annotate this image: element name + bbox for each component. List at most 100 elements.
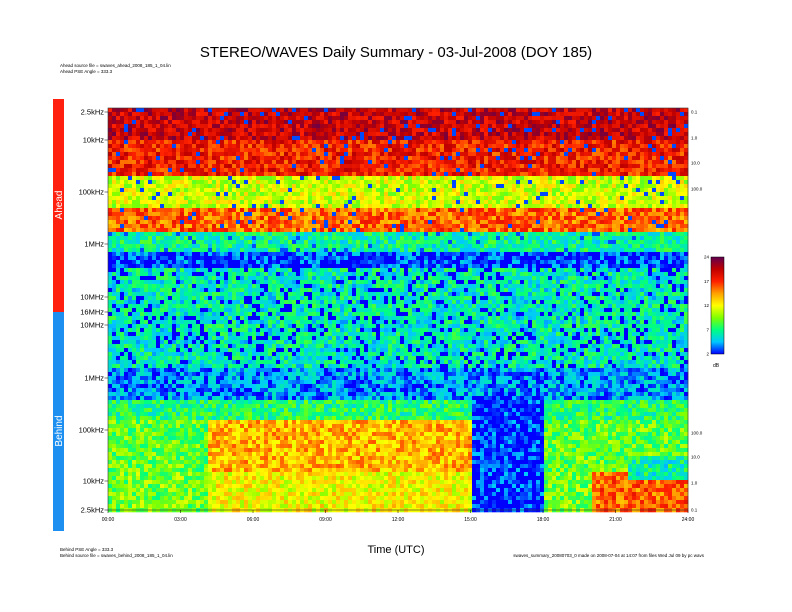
spectrogram-cell	[288, 392, 293, 397]
spectrogram-cell	[296, 392, 301, 397]
spectrogram-cell	[164, 184, 169, 189]
spectrogram-cell	[204, 232, 209, 237]
spectrogram-cell	[164, 352, 169, 357]
spectrogram-cell	[172, 292, 177, 297]
spectrogram-cell	[280, 452, 285, 457]
spectrogram-cell	[264, 444, 269, 449]
spectrogram-cell	[288, 284, 293, 289]
spectrogram-cell	[284, 236, 289, 241]
spectrogram-cell	[164, 272, 169, 277]
spectrogram-cell	[244, 316, 249, 321]
spectrogram-cell	[256, 168, 261, 173]
spectrogram-cell	[272, 144, 277, 149]
spectrogram-cell	[224, 160, 229, 165]
spectrogram-cell	[296, 148, 301, 153]
spectrogram-cell	[260, 392, 265, 397]
spectrogram-cell	[156, 452, 161, 457]
spectrogram-cell	[224, 476, 229, 481]
spectrogram-cell	[116, 240, 121, 245]
spectrogram-cell	[224, 436, 229, 441]
spectrogram-cell	[288, 468, 293, 473]
spectrogram-cell	[108, 328, 113, 333]
spectrogram-cell	[184, 408, 189, 413]
spectrogram-cell	[136, 504, 141, 509]
spectrogram-cell	[116, 448, 121, 453]
spectrogram-cell	[236, 408, 241, 413]
spectrogram-cell	[256, 304, 261, 309]
spectrogram-cell	[152, 348, 157, 353]
spectrogram-cell	[284, 308, 289, 313]
spectrogram-cell	[208, 480, 213, 485]
spectrogram-cell	[116, 484, 121, 489]
spectrogram-cell	[260, 420, 265, 425]
spectrogram-cell	[204, 212, 209, 217]
spectrogram-cell	[252, 432, 257, 437]
spectrogram-cell	[200, 184, 205, 189]
spectrogram-cell	[148, 344, 153, 349]
spectrogram-cell	[288, 200, 293, 205]
spectrogram-cell	[228, 476, 233, 481]
spectrogram-cell	[248, 368, 253, 373]
spectrogram-cell	[248, 380, 253, 385]
spectrogram-cell	[188, 284, 193, 289]
spectrogram-cell	[200, 144, 205, 149]
spectrogram-cell	[300, 324, 305, 329]
spectrogram-cell	[248, 124, 253, 129]
spectrogram-cell	[112, 348, 117, 353]
spectrogram-cell	[256, 160, 261, 165]
spectrogram-cell	[260, 148, 265, 153]
spectrogram-cell	[148, 296, 153, 301]
spectrogram-cell	[156, 436, 161, 441]
spectrogram-cell	[200, 244, 205, 249]
spectrogram-cell	[260, 476, 265, 481]
spectrogram-cell	[180, 356, 185, 361]
spectrogram-cell	[292, 360, 297, 365]
spectrogram-cell	[300, 332, 305, 337]
spectrogram-cell	[188, 232, 193, 237]
spectrogram-cell	[292, 256, 297, 261]
spectrogram-cell	[232, 500, 237, 505]
spectrogram-cell	[252, 340, 257, 345]
spectrogram-cell	[236, 388, 241, 393]
spectrogram-cell	[288, 492, 293, 497]
spectrogram-cell	[264, 376, 269, 381]
spectrogram-cell	[136, 316, 141, 321]
spectrogram-cell	[132, 180, 137, 185]
spectrogram-cell	[160, 160, 165, 165]
spectrogram-cell	[300, 116, 305, 121]
spectrogram-cell	[136, 432, 141, 437]
spectrogram-cell	[244, 448, 249, 453]
spectrogram-cell	[268, 180, 273, 185]
spectrogram-cell	[288, 108, 293, 113]
spectrogram-cell	[180, 420, 185, 425]
spectrogram-cell	[108, 348, 113, 353]
spectrogram-cell	[124, 276, 129, 281]
spectrogram-cell	[124, 292, 129, 297]
spectrogram-cell	[208, 308, 213, 313]
spectrogram-cell	[152, 488, 157, 493]
spectrogram-cell	[152, 416, 157, 421]
spectrogram-cell	[248, 308, 253, 313]
spectrogram-cell	[172, 192, 177, 197]
spectrogram-cell	[204, 140, 209, 145]
spectrogram-cell	[132, 164, 137, 169]
spectrogram-cell	[220, 196, 225, 201]
spectrogram-cell	[212, 196, 217, 201]
spectrogram-cell	[176, 236, 181, 241]
spectrogram-cell	[236, 400, 241, 405]
spectrogram-cell	[224, 464, 229, 469]
spectrogram-cell	[212, 488, 217, 493]
spectrogram-cell	[292, 220, 297, 225]
spectrogram-cell	[228, 484, 233, 489]
spectrogram-cell	[132, 132, 137, 137]
spectrogram-cell	[212, 272, 217, 277]
spectrogram-cell	[288, 120, 293, 125]
spectrogram-cell	[280, 144, 285, 149]
spectrogram-cell	[132, 384, 137, 389]
spectrogram-cell	[212, 156, 217, 161]
spectrogram-cell	[152, 316, 157, 321]
spectrogram-cell	[280, 140, 285, 145]
spectrogram-cell	[248, 496, 253, 501]
spectrogram-cell	[192, 372, 197, 377]
spectrogram-cell	[172, 216, 177, 221]
